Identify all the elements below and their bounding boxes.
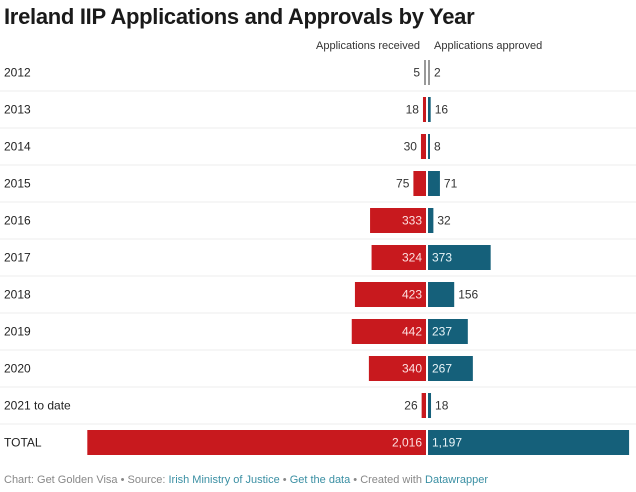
get-data-link[interactable]: Get the data bbox=[289, 474, 351, 486]
bar-received bbox=[87, 430, 426, 455]
bar-received bbox=[370, 208, 426, 233]
bar-received bbox=[354, 282, 426, 307]
bar-approved bbox=[428, 319, 468, 344]
chart-title: Ireland IIP Applications and Approvals b… bbox=[4, 4, 475, 29]
bar-received bbox=[420, 134, 426, 159]
category-label: 2016 bbox=[4, 214, 31, 228]
category-label: 2021 to date bbox=[4, 399, 71, 413]
value-label-received: 26 bbox=[404, 399, 418, 413]
value-label-received: 340 bbox=[402, 362, 422, 376]
value-label-approved: 373 bbox=[432, 251, 452, 265]
bar-approved bbox=[428, 356, 473, 381]
chart-credit: Chart: Get Golden Visa bbox=[4, 474, 118, 486]
bar-approved bbox=[428, 60, 430, 85]
source-link[interactable]: Irish Ministry of Justice bbox=[168, 474, 280, 486]
bar-received bbox=[413, 171, 426, 196]
bar-received bbox=[424, 60, 426, 85]
bar-approved bbox=[428, 393, 432, 418]
category-label: 2020 bbox=[4, 362, 31, 376]
legend-received: Applications received bbox=[316, 40, 420, 52]
value-label-received: 75 bbox=[396, 177, 410, 191]
sep: • bbox=[350, 474, 361, 486]
value-label-approved: 32 bbox=[437, 214, 451, 228]
bar-approved bbox=[428, 282, 455, 307]
bar-received bbox=[371, 245, 426, 270]
bar-approved bbox=[428, 134, 430, 159]
value-label-approved: 237 bbox=[432, 325, 452, 339]
value-label-received: 5 bbox=[413, 66, 420, 80]
value-label-received: 18 bbox=[406, 103, 420, 117]
source-label: Source: bbox=[127, 474, 169, 486]
legend-approved: Applications approved bbox=[434, 40, 543, 52]
category-label: 2013 bbox=[4, 103, 31, 117]
value-label-approved: 156 bbox=[458, 288, 478, 302]
value-label-received: 423 bbox=[402, 288, 422, 302]
bar-received bbox=[421, 393, 426, 418]
datawrapper-link[interactable]: Datawrapper bbox=[425, 474, 488, 486]
category-label: 2017 bbox=[4, 251, 31, 265]
bar-approved bbox=[428, 208, 434, 233]
bar-approved bbox=[428, 171, 440, 196]
value-label-approved: 1,197 bbox=[432, 436, 462, 450]
category-label: TOTAL bbox=[4, 436, 42, 450]
value-label-approved: 71 bbox=[444, 177, 458, 191]
value-label-approved: 2 bbox=[434, 66, 441, 80]
sep: • bbox=[117, 474, 128, 486]
category-label: 2014 bbox=[4, 140, 31, 154]
bar-received bbox=[368, 356, 426, 381]
category-label: 2015 bbox=[4, 177, 31, 191]
bar-received bbox=[351, 319, 426, 344]
value-label-approved: 267 bbox=[432, 362, 452, 376]
bar-approved bbox=[428, 430, 630, 455]
created-label: Created with bbox=[360, 474, 426, 486]
bar-approved bbox=[428, 245, 491, 270]
bar-received bbox=[422, 97, 426, 122]
value-label-received: 324 bbox=[402, 251, 422, 265]
value-label-approved: 8 bbox=[434, 140, 441, 154]
value-label-approved: 18 bbox=[435, 399, 449, 413]
value-label-approved: 16 bbox=[435, 103, 449, 117]
bar-approved bbox=[428, 97, 431, 122]
category-label: 2018 bbox=[4, 288, 31, 302]
value-label-received: 333 bbox=[402, 214, 422, 228]
value-label-received: 30 bbox=[404, 140, 418, 154]
sep: • bbox=[279, 474, 290, 486]
value-label-received: 442 bbox=[402, 325, 422, 339]
category-label: 2019 bbox=[4, 325, 31, 339]
footer: Chart: Get Golden Visa • Source: Irish M… bbox=[4, 474, 488, 486]
value-label-received: 2,016 bbox=[392, 436, 422, 450]
category-label: 2012 bbox=[4, 66, 31, 80]
